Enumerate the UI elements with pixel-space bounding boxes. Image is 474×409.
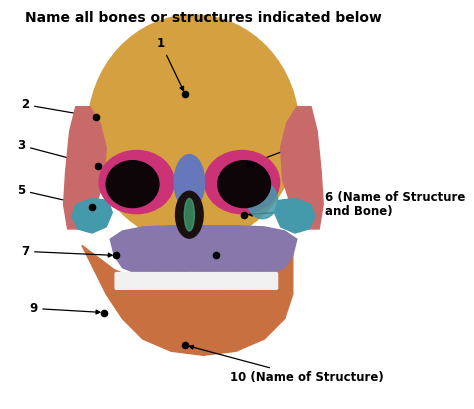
- Ellipse shape: [218, 161, 271, 207]
- FancyBboxPatch shape: [184, 272, 197, 289]
- Polygon shape: [281, 107, 323, 229]
- FancyBboxPatch shape: [231, 272, 243, 289]
- Text: 2: 2: [21, 98, 92, 117]
- Text: 7: 7: [21, 245, 112, 258]
- Ellipse shape: [106, 161, 159, 207]
- Ellipse shape: [247, 182, 278, 219]
- Polygon shape: [110, 226, 297, 281]
- FancyBboxPatch shape: [115, 272, 128, 289]
- FancyBboxPatch shape: [242, 272, 255, 289]
- FancyBboxPatch shape: [265, 272, 278, 289]
- Text: 5: 5: [17, 184, 88, 207]
- Text: 3: 3: [17, 139, 94, 166]
- Text: Name all bones or structures indicated below: Name all bones or structures indicated b…: [25, 11, 382, 25]
- Ellipse shape: [205, 151, 280, 213]
- Polygon shape: [82, 245, 293, 355]
- Text: 6 (Name of Structure
and Bone): 6 (Name of Structure and Bone): [248, 191, 465, 218]
- FancyBboxPatch shape: [219, 272, 231, 289]
- Ellipse shape: [88, 15, 299, 243]
- Ellipse shape: [174, 155, 205, 209]
- FancyBboxPatch shape: [208, 272, 220, 289]
- FancyBboxPatch shape: [150, 272, 162, 289]
- FancyBboxPatch shape: [254, 272, 266, 289]
- Text: 10 (Name of Structure): 10 (Name of Structure): [189, 345, 383, 384]
- Polygon shape: [64, 107, 106, 229]
- Text: 9: 9: [29, 302, 100, 315]
- Ellipse shape: [175, 191, 203, 238]
- FancyBboxPatch shape: [127, 272, 139, 289]
- Polygon shape: [274, 198, 315, 233]
- FancyBboxPatch shape: [138, 272, 150, 289]
- Ellipse shape: [184, 198, 194, 231]
- Text: 4: 4: [254, 135, 313, 163]
- FancyBboxPatch shape: [196, 272, 208, 289]
- Text: 8: 8: [220, 245, 252, 258]
- Ellipse shape: [99, 151, 174, 213]
- FancyBboxPatch shape: [161, 272, 173, 289]
- Text: 1: 1: [157, 37, 183, 91]
- Polygon shape: [72, 198, 112, 233]
- FancyBboxPatch shape: [173, 272, 185, 289]
